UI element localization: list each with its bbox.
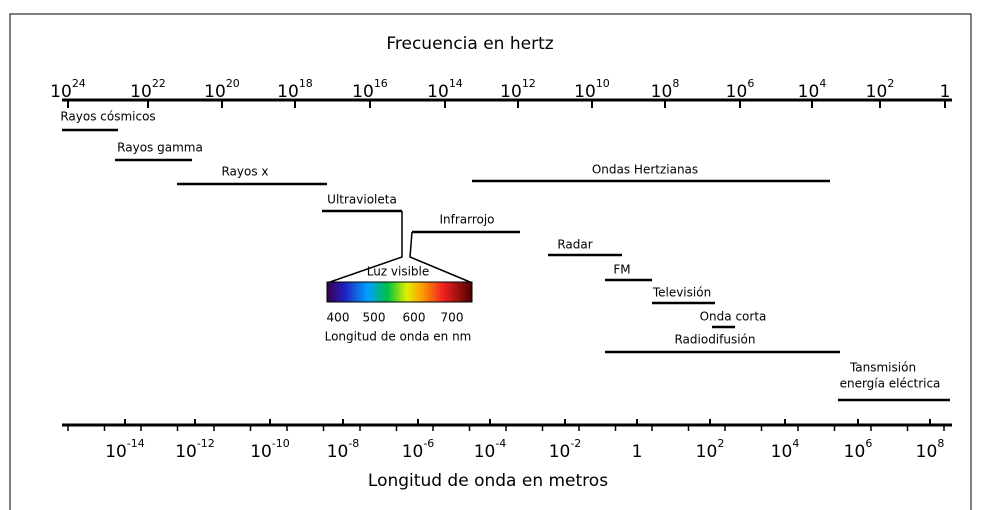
tick-base: 10 [105, 442, 127, 462]
tick-base: 10 [771, 442, 793, 462]
tick-label: 1 [632, 442, 643, 462]
band-label: Infrarrojo [439, 213, 494, 227]
band-label: Radiodifusión [674, 333, 755, 347]
tick-exponent: 2 [887, 77, 894, 90]
tick-label: 1016 [352, 77, 388, 102]
tick-label: 106 [726, 77, 755, 102]
tick-exponent: 14 [449, 77, 463, 90]
band-label: Tansmisión [849, 361, 916, 375]
tick-base: 10 [696, 442, 718, 462]
tick-exponent: -6 [423, 437, 434, 450]
tick-label: 10-14 [105, 437, 145, 462]
tick-exponent: -8 [348, 437, 359, 450]
tick-base: 10 [175, 442, 197, 462]
tick-exponent: -12 [197, 437, 215, 450]
tick-exponent: 2 [717, 437, 724, 450]
tick-exponent: 16 [374, 77, 388, 90]
band-label: Rayos cósmicos [60, 110, 155, 124]
tick-base: 10 [204, 82, 226, 102]
tick-label: 104 [798, 77, 827, 102]
tick-base: 10 [402, 442, 424, 462]
tick-exponent: 8 [672, 77, 679, 90]
band-label: Onda corta [700, 310, 767, 324]
tick-label: 1010 [574, 77, 610, 102]
tick-label: 1014 [427, 77, 463, 102]
tick-label: 1020 [204, 77, 240, 102]
tick-base: 10 [574, 82, 596, 102]
tick-base: 1 [632, 442, 643, 462]
visible-funnel [329, 211, 471, 283]
tick-exponent: -4 [495, 437, 506, 450]
tick-exponent: 6 [865, 437, 872, 450]
tick-base: 10 [549, 442, 571, 462]
tick-base: 10 [651, 82, 673, 102]
visible-tick: 500 [363, 311, 386, 325]
bottom-title: Longitud de onda en metros [368, 471, 608, 491]
tick-exponent: 6 [747, 77, 754, 90]
tick-base: 10 [916, 442, 938, 462]
tick-base: 10 [130, 82, 152, 102]
tick-base: 10 [250, 442, 272, 462]
tick-base: 10 [50, 82, 72, 102]
tick-label: 10-8 [327, 437, 360, 462]
visible-tick: 700 [441, 311, 464, 325]
tick-exponent: 4 [792, 437, 799, 450]
tick-label: 1018 [277, 77, 313, 102]
tick-base: 10 [474, 442, 496, 462]
top-title: Frecuencia en hertz [386, 34, 553, 54]
tick-exponent: 10 [596, 77, 610, 90]
tick-label: 10-2 [549, 437, 582, 462]
tick-exponent: 12 [522, 77, 536, 90]
tick-exponent: -14 [127, 437, 145, 450]
tick-label: 10-10 [250, 437, 290, 462]
tick-base: 10 [327, 442, 349, 462]
tick-base: 10 [277, 82, 299, 102]
tick-exponent: 8 [937, 437, 944, 450]
tick-label: 108 [651, 77, 680, 102]
tick-label: 10-6 [402, 437, 435, 462]
tick-label: 104 [771, 437, 800, 462]
visible-caption: Longitud de onda en nm [325, 330, 472, 344]
tick-label: 10-4 [474, 437, 507, 462]
tick-exponent: -10 [272, 437, 290, 450]
tick-base: 10 [726, 82, 748, 102]
tick-label: 1024 [50, 77, 86, 102]
tick-base: 10 [866, 82, 888, 102]
tick-exponent: 18 [299, 77, 313, 90]
tick-base: 10 [844, 442, 866, 462]
tick-label: 106 [844, 437, 873, 462]
tick-label: 1022 [130, 77, 166, 102]
band-label: Televisión [652, 286, 711, 300]
tick-label: 102 [866, 77, 895, 102]
tick-exponent: 24 [72, 77, 86, 90]
band-label: energía eléctrica [840, 377, 941, 391]
tick-base: 10 [427, 82, 449, 102]
tick-label: 108 [916, 437, 945, 462]
tick-exponent: -2 [570, 437, 581, 450]
visible-tick: 600 [403, 311, 426, 325]
tick-label: 1012 [500, 77, 536, 102]
visible-tick: 400 [327, 311, 350, 325]
frame [9, 13, 972, 510]
band-label: Ultravioleta [327, 193, 397, 207]
tick-label: 102 [696, 437, 725, 462]
tick-base: 10 [352, 82, 374, 102]
tick-base: 10 [500, 82, 522, 102]
band-label: Rayos gamma [117, 141, 203, 155]
tick-base: 1 [940, 82, 951, 102]
tick-label: 1 [940, 82, 951, 102]
tick-exponent: 20 [226, 77, 240, 90]
band-label: Ondas Hertzianas [592, 163, 698, 177]
tick-label: 10-12 [175, 437, 215, 462]
tick-base: 10 [798, 82, 820, 102]
tick-exponent: 4 [819, 77, 826, 90]
tick-exponent: 22 [152, 77, 166, 90]
band-label: Radar [557, 238, 592, 252]
visible-title: Luz visible [367, 265, 430, 279]
band-label: FM [613, 263, 630, 277]
visible-spectrum [326, 281, 473, 303]
band-label: Rayos x [221, 165, 268, 179]
